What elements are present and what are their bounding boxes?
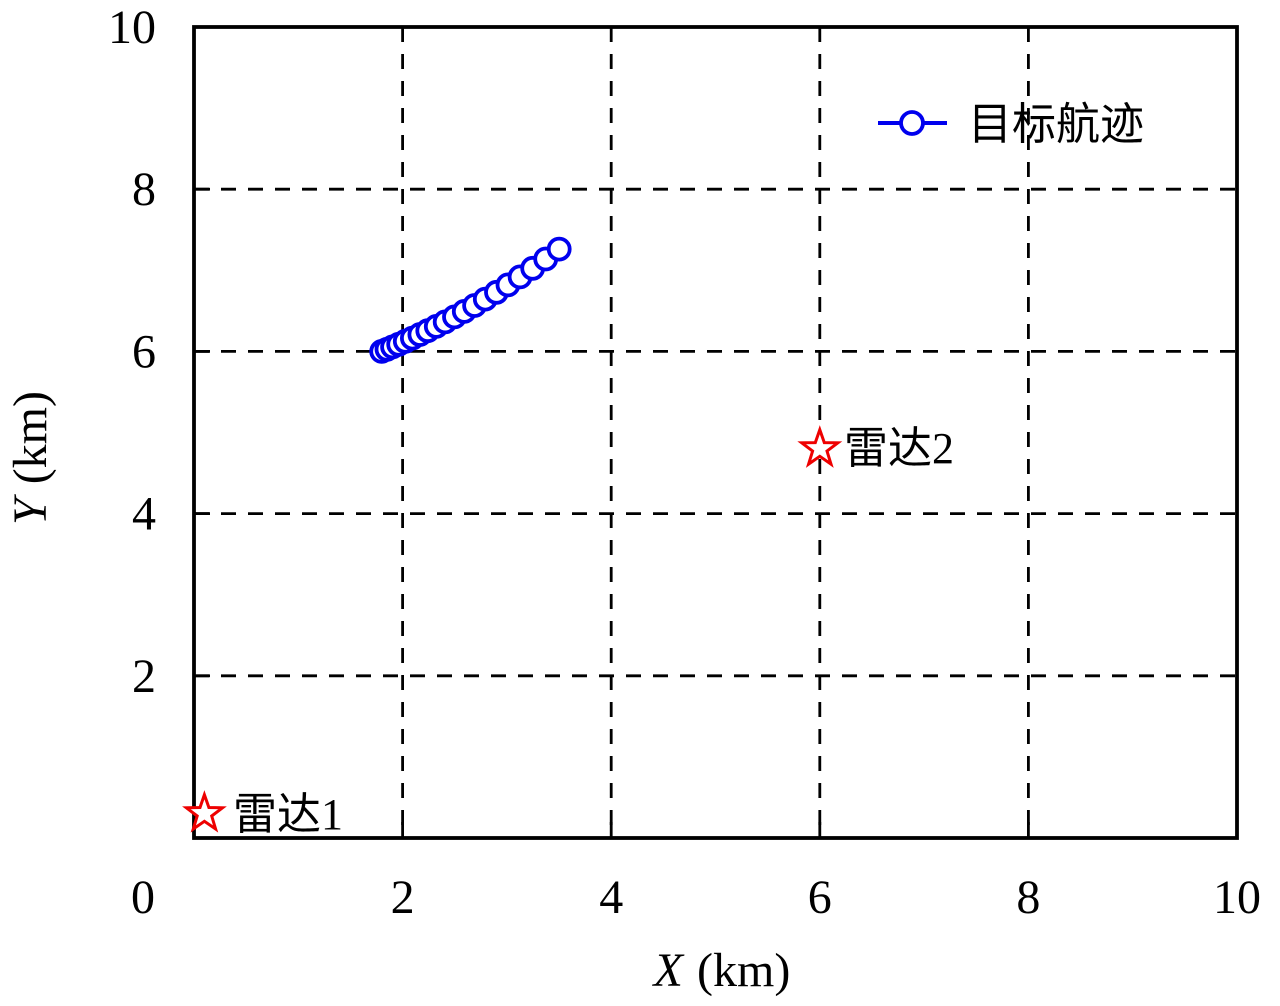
x-tick-label: 4 xyxy=(599,871,623,924)
y-tick-label: 10 xyxy=(108,1,156,54)
y-tick-labels: 2 4 6 8 10 xyxy=(108,1,156,703)
radar1-label: 雷达1 xyxy=(233,790,343,839)
y-tick-label: 6 xyxy=(132,325,156,378)
x-tick-label: 6 xyxy=(808,871,832,924)
x-tick-label: 0 xyxy=(131,871,155,924)
trajectory-markers xyxy=(369,236,572,364)
x-axis-variable: X xyxy=(652,944,685,997)
y-tick-label: 2 xyxy=(132,650,156,703)
legend-label: 目标航迹 xyxy=(968,100,1144,149)
plot-frame xyxy=(192,25,1239,840)
radar1-marker xyxy=(182,790,227,833)
legend-circle-icon xyxy=(899,110,925,136)
gridlines xyxy=(194,27,1237,838)
y-axis-variable: Y xyxy=(4,494,57,525)
plot-border xyxy=(192,25,1239,840)
x-axis-unit: (km) xyxy=(697,944,790,997)
x-tick-label: 8 xyxy=(1016,871,1040,924)
legend-marker xyxy=(878,110,947,136)
radar2-label: 雷达2 xyxy=(844,424,954,473)
trajectory-marker xyxy=(546,236,572,262)
axis-ticks xyxy=(194,187,1030,838)
x-tick-labels: 0 2 4 6 8 10 xyxy=(131,871,1261,924)
radar2-star-icon xyxy=(797,425,843,468)
y-tick-label: 8 xyxy=(132,163,156,216)
radar1-star-icon xyxy=(182,790,227,833)
radar2-marker xyxy=(797,425,843,468)
y-axis-label: Y (km) xyxy=(4,391,57,525)
y-tick-label: 4 xyxy=(132,488,156,541)
x-axis-label: X (km) xyxy=(652,944,791,997)
chart-generated: 0 2 4 6 8 10 2 4 6 8 10 xyxy=(108,1,1261,924)
x-tick-label: 10 xyxy=(1213,871,1261,924)
x-tick-label: 2 xyxy=(391,871,415,924)
y-axis-unit: (km) xyxy=(4,391,57,484)
